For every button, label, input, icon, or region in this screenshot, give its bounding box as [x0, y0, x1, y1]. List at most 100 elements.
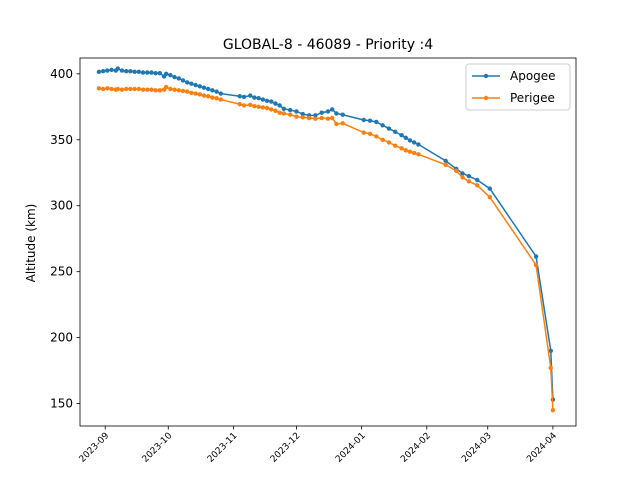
apogee-point: [168, 72, 173, 78]
perigee-point: [367, 131, 373, 137]
perigee-point: [256, 104, 261, 110]
perigee-point: [416, 152, 421, 157]
apogee-point: [149, 70, 154, 75]
apogee-point: [119, 68, 125, 73]
apogee-point: [281, 106, 287, 111]
perigee-point: [443, 162, 448, 168]
legend-apogee-swatch-marker: [483, 73, 489, 79]
perigee-point: [172, 87, 177, 92]
perigee-series: [96, 84, 556, 413]
y-tick-label: 300: [50, 199, 73, 213]
perigee-point: [533, 262, 539, 268]
apogee-point: [176, 76, 181, 81]
perigee-point: [460, 175, 465, 180]
apogee-point: [294, 109, 299, 114]
apogee-point: [340, 112, 345, 117]
perigee-point: [149, 87, 154, 92]
y-tick-label: 150: [50, 397, 73, 411]
y-tick-label: 350: [50, 133, 73, 147]
legend-perigee-label: Perigee: [510, 91, 555, 105]
apogee-point: [399, 132, 404, 138]
perigee-point: [115, 86, 121, 92]
apogee-point: [140, 70, 146, 75]
perigee-point: [399, 146, 404, 151]
apogee-point: [237, 94, 242, 99]
apogee-point: [380, 123, 385, 128]
apogee-point: [201, 85, 207, 90]
apogee-point: [264, 98, 270, 104]
perigee-point: [176, 88, 181, 93]
y-tick-label: 200: [50, 331, 73, 345]
perigee-point: [100, 86, 106, 92]
perigee-point: [163, 84, 169, 90]
perigee-point: [386, 140, 392, 145]
apogee-point: [277, 103, 282, 108]
apogee-point: [197, 84, 202, 89]
perigee-point: [454, 168, 459, 173]
perigee-point: [193, 91, 198, 96]
apogee-point: [214, 89, 219, 94]
apogee-point: [96, 69, 102, 75]
apogee-point: [319, 110, 324, 115]
perigee-point: [109, 86, 114, 92]
perigee-point: [124, 86, 129, 92]
perigee-point: [411, 150, 417, 156]
perigee-point: [334, 121, 339, 127]
legend-perigee-swatch-marker: [483, 95, 489, 101]
apogee-point: [487, 186, 493, 191]
apogee-point: [136, 69, 142, 75]
perigee-point: [466, 179, 472, 184]
perigee-point: [393, 143, 398, 148]
perigee-point: [218, 97, 224, 102]
perigee-point: [157, 88, 163, 93]
apogee-point: [172, 74, 177, 80]
apogee-point: [100, 68, 106, 74]
perigee-point: [201, 93, 207, 98]
perigee-point: [380, 137, 385, 142]
apogee-point: [252, 95, 257, 100]
perigee-point: [287, 112, 293, 117]
apogee-point: [287, 107, 293, 113]
perigee-point: [140, 87, 146, 92]
perigee-point: [548, 365, 553, 371]
perigee-point: [269, 107, 274, 112]
perigee-point: [313, 116, 318, 121]
perigee-point: [206, 94, 211, 99]
chart-title: GLOBAL-8 - 46089 - Priority :4: [223, 37, 433, 53]
apogee-point: [393, 129, 398, 135]
apogee-point: [189, 81, 194, 86]
perigee-point: [248, 102, 253, 108]
apogee-point: [210, 88, 215, 93]
perigee-point: [145, 87, 150, 92]
perigee-point: [96, 86, 102, 91]
perigee-point: [407, 149, 413, 154]
perigee-point: [325, 116, 331, 121]
apogee-point: [206, 86, 211, 92]
perigee-point: [184, 89, 190, 94]
apogee-series: [96, 66, 556, 402]
perigee-point: [361, 130, 366, 135]
y-tick-label: 400: [50, 67, 73, 81]
y-tick-label: 250: [50, 265, 73, 279]
perigee-point: [180, 88, 186, 94]
perigee-point: [330, 115, 335, 121]
apogee-point: [460, 171, 465, 176]
legend: Apogee Perigee: [465, 63, 571, 111]
perigee-point: [319, 115, 324, 121]
perigee-point: [119, 87, 125, 92]
perigee-point: [273, 108, 278, 113]
perigee-point: [475, 183, 480, 188]
perigee-point: [340, 121, 345, 126]
apogee-point: [105, 68, 110, 73]
apogee-point: [269, 99, 274, 104]
apogee-point: [466, 173, 472, 179]
apogee-point: [128, 68, 133, 74]
perigee-point: [277, 110, 282, 115]
apogee-point: [132, 69, 137, 75]
perigee-point: [252, 103, 257, 109]
apogee-point: [241, 94, 247, 100]
apogee-point: [180, 78, 186, 83]
apogee-point: [193, 82, 198, 88]
